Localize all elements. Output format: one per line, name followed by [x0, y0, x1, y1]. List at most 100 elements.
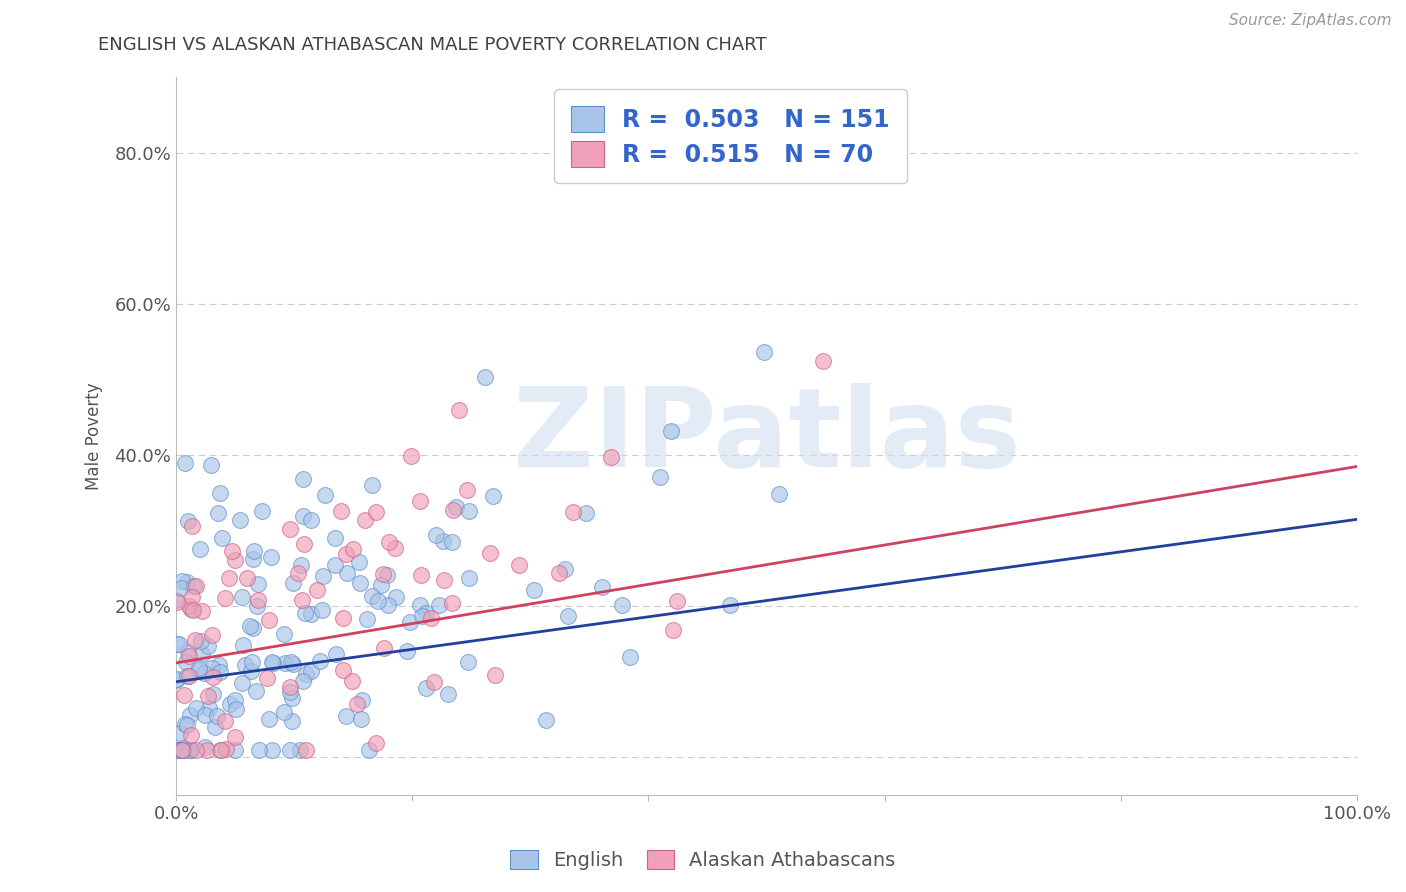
Point — [245, 683, 267, 698]
Point — [257, 613, 280, 627]
Point — [548, 566, 571, 581]
Point — [482, 490, 505, 504]
Point — [181, 602, 204, 616]
Point — [456, 483, 478, 498]
Point — [179, 649, 201, 664]
Point — [429, 598, 451, 612]
Point — [200, 458, 222, 472]
Point — [169, 726, 191, 740]
Point — [172, 574, 194, 588]
Point — [239, 664, 262, 678]
Point — [250, 504, 273, 518]
Point — [415, 606, 437, 620]
Point — [314, 488, 336, 502]
Point — [437, 687, 460, 701]
Point — [224, 730, 246, 744]
Point — [323, 558, 346, 572]
Point — [172, 743, 194, 757]
Point — [299, 607, 322, 621]
Point — [458, 504, 481, 518]
Point — [172, 743, 194, 757]
Point — [166, 673, 188, 688]
Point — [181, 519, 204, 533]
Point — [278, 684, 301, 698]
Point — [281, 657, 304, 671]
Point — [236, 570, 259, 584]
Point — [457, 655, 479, 669]
Point — [219, 697, 242, 711]
Point — [281, 575, 304, 590]
Point — [561, 506, 583, 520]
Point — [201, 627, 224, 641]
Point — [335, 547, 357, 561]
Point — [169, 743, 191, 757]
Point — [166, 743, 188, 757]
Point — [201, 661, 224, 675]
Point — [169, 743, 191, 757]
Point — [256, 671, 278, 685]
Point — [554, 562, 576, 576]
Point — [190, 634, 212, 648]
Point — [260, 549, 283, 564]
Point — [329, 504, 352, 518]
Point — [396, 643, 419, 657]
Point — [257, 712, 280, 726]
Point — [166, 672, 188, 686]
Point — [179, 743, 201, 757]
Point — [179, 708, 201, 723]
Point — [768, 487, 790, 501]
Point — [364, 505, 387, 519]
Point — [370, 578, 392, 592]
Point — [166, 742, 188, 756]
Point — [180, 729, 202, 743]
Point — [224, 553, 246, 567]
Point — [249, 743, 271, 757]
Point — [187, 660, 209, 674]
Point — [218, 571, 240, 585]
Point — [352, 693, 374, 707]
Point — [364, 736, 387, 750]
Point — [299, 664, 322, 678]
Text: ENGLISH VS ALASKAN ATHABASCAN MALE POVERTY CORRELATION CHART: ENGLISH VS ALASKAN ATHABASCAN MALE POVER… — [98, 36, 768, 54]
Point — [183, 632, 205, 647]
Point — [229, 513, 252, 527]
Point — [186, 579, 208, 593]
Point — [384, 541, 406, 556]
Point — [193, 666, 215, 681]
Point — [260, 743, 283, 757]
Point — [478, 546, 501, 560]
Point — [290, 558, 312, 572]
Point — [240, 655, 263, 669]
Point — [197, 689, 219, 703]
Point — [600, 450, 623, 465]
Point — [174, 457, 197, 471]
Point — [398, 615, 420, 629]
Point — [360, 589, 382, 603]
Point — [177, 645, 200, 659]
Point — [718, 598, 741, 612]
Point — [458, 571, 481, 585]
Point — [179, 599, 201, 613]
Point — [208, 486, 231, 500]
Point — [484, 668, 506, 682]
Point — [340, 673, 363, 688]
Point — [176, 575, 198, 590]
Point — [242, 552, 264, 566]
Point — [557, 609, 579, 624]
Point — [292, 472, 315, 486]
Point — [432, 574, 454, 588]
Point — [224, 743, 246, 757]
Point — [377, 598, 399, 612]
Point — [173, 688, 195, 702]
Point — [666, 594, 689, 608]
Point — [662, 623, 685, 637]
Point — [209, 743, 232, 757]
Point — [224, 692, 246, 706]
Point — [323, 531, 346, 545]
Point — [409, 599, 432, 613]
Point — [294, 743, 316, 757]
Point — [179, 669, 201, 683]
Point — [422, 674, 444, 689]
Point — [415, 681, 437, 695]
Point — [444, 500, 467, 515]
